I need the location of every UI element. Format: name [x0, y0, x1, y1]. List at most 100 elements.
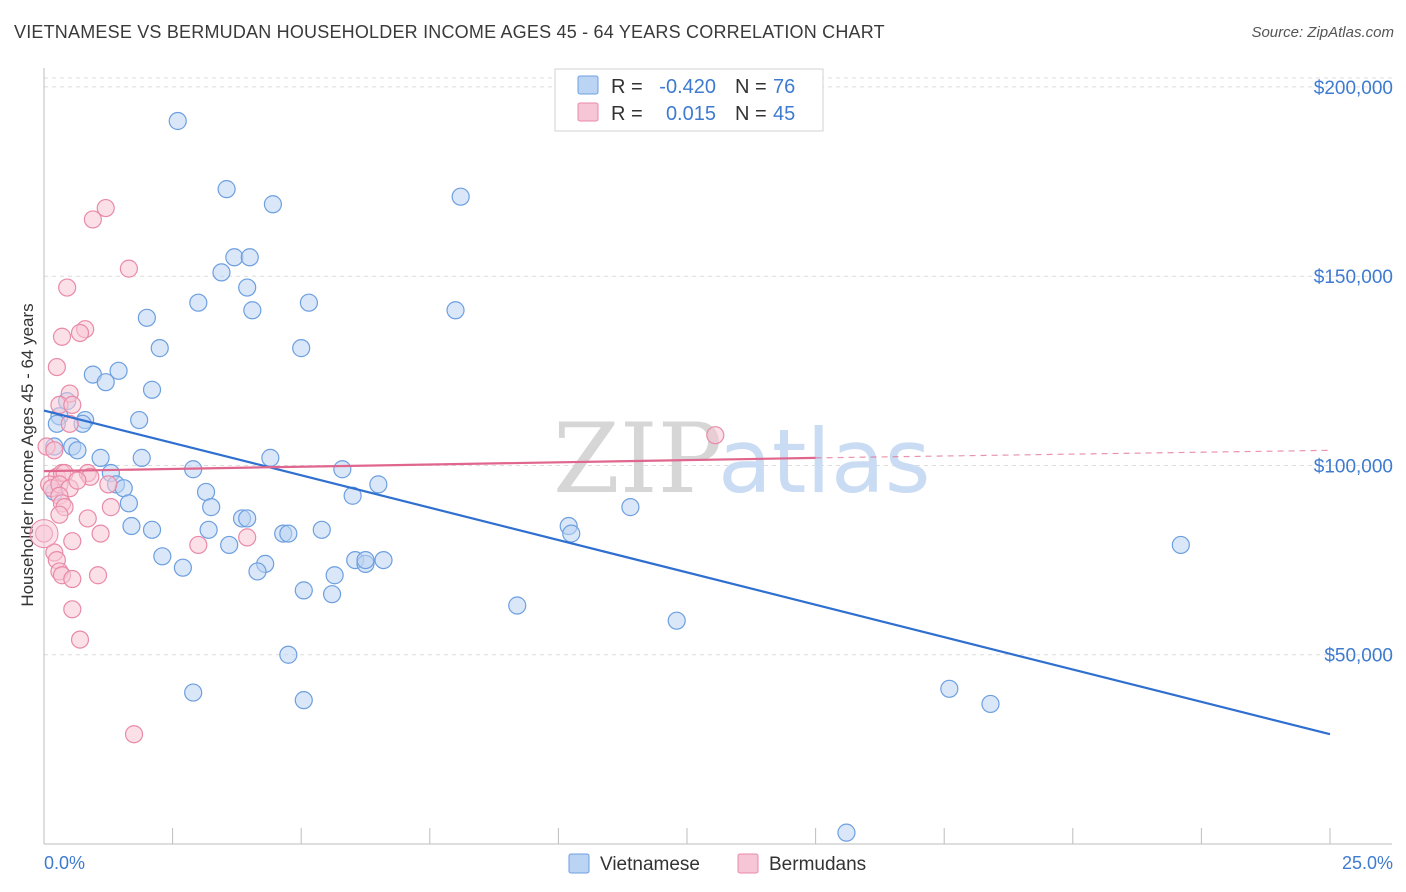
point-vietnamese [96, 373, 115, 392]
point-vietnamese [356, 550, 375, 570]
point-bermudans [70, 323, 90, 343]
point-vietnamese [132, 448, 151, 467]
point-vietnamese [142, 380, 162, 399]
bottom-legend: Vietnamese Bermudans [568, 853, 866, 875]
trend-line-bermudans [43, 456, 816, 473]
point-bermudans [124, 725, 144, 744]
y-axis-label: Householder Income Ages 45 - 64 years [18, 303, 37, 606]
point-bermudans [706, 426, 725, 445]
y-tick-label: $100,000 [1314, 456, 1393, 477]
point-vietnamese [142, 520, 162, 539]
legend-box [554, 68, 824, 132]
point-bermudans [88, 566, 108, 585]
point-vietnamese [369, 475, 388, 494]
point-vietnamese [173, 558, 192, 577]
point-bermudans [68, 471, 87, 490]
series-bermudans-points [29, 198, 725, 744]
legend-r-label-2: R = [611, 103, 643, 125]
trend-line-bermudans-extension [815, 449, 1331, 459]
x-tick-label-start: 0.0% [44, 853, 85, 873]
point-bermudans [63, 569, 82, 589]
point-vietnamese [217, 180, 236, 199]
point-bermudans [96, 198, 115, 218]
point-vietnamese [940, 679, 959, 698]
point-bermudans [47, 357, 66, 377]
legend-n-value-2: 45 [773, 103, 795, 125]
point-bermudans [189, 535, 208, 555]
legend-n-value-1: 76 [773, 76, 795, 98]
trend-lines [43, 409, 1331, 736]
point-vietnamese [981, 694, 1000, 714]
legend-n-label-2: N = [735, 103, 767, 125]
point-bermudans [101, 498, 120, 517]
bottom-legend-vietnamese: Vietnamese [600, 854, 700, 875]
legend-swatch-vietnamese [577, 75, 599, 95]
point-vietnamese [263, 195, 283, 214]
point-bermudans [63, 532, 82, 551]
point-vietnamese [294, 581, 313, 600]
bottom-legend-bermudans: Bermudans [769, 854, 866, 875]
point-vietnamese [508, 596, 527, 615]
point-bermudans [63, 600, 82, 619]
x-tick-label-end: 25.0% [1342, 853, 1393, 873]
point-vietnamese [667, 611, 686, 630]
y-tick-label: $50,000 [1324, 646, 1393, 667]
point-bermudans [29, 519, 59, 549]
point-bermudans [63, 395, 82, 414]
point-bermudans [119, 259, 138, 278]
bottom-legend-swatch-vietnamese [568, 853, 590, 874]
point-vietnamese [374, 550, 393, 570]
source-label: Source: ZipAtlas.com [1251, 24, 1394, 41]
point-vietnamese [451, 187, 470, 206]
point-vietnamese [248, 562, 267, 581]
point-vietnamese [199, 520, 218, 539]
point-bermudans [83, 210, 102, 229]
point-vietnamese [243, 301, 262, 320]
x-tick-labels: 0.0% 25.0% [44, 853, 1393, 873]
axes [43, 68, 1392, 845]
point-vietnamese [91, 448, 110, 467]
point-bermudans [58, 278, 77, 297]
point-vietnamese [240, 248, 259, 267]
point-bermudans [99, 475, 118, 494]
point-vietnamese [292, 339, 311, 358]
legend-r-label-1: R = [611, 76, 643, 98]
point-vietnamese [299, 293, 319, 312]
point-vietnamese [621, 498, 640, 517]
point-bermudans [238, 528, 257, 547]
y-tick-label: $200,000 [1314, 78, 1393, 99]
point-vietnamese [184, 683, 203, 702]
point-vietnamese [196, 482, 216, 502]
trend-line-vietnamese [43, 409, 1331, 736]
point-vietnamese [153, 547, 172, 566]
watermark-atlas: atlas [718, 410, 931, 513]
point-bermudans [78, 509, 97, 528]
point-bermudans [52, 327, 72, 346]
point-vietnamese [238, 278, 257, 297]
point-vietnamese [202, 498, 221, 517]
point-vietnamese [220, 535, 239, 555]
point-vietnamese [130, 410, 149, 430]
point-vietnamese [225, 248, 244, 267]
legend-swatch-bermudans [577, 102, 599, 122]
point-vietnamese [837, 823, 856, 842]
legend-r-value-2: 0.015 [666, 103, 716, 125]
legend: R = -0.420 N = 76 R = 0.015 N = 45 [554, 68, 824, 132]
point-bermudans [91, 524, 110, 543]
y-tick-labels: $50,000 $100,000 $150,000 $200,000 [1314, 78, 1393, 667]
point-vietnamese [212, 263, 231, 282]
point-vietnamese [312, 520, 331, 539]
legend-r-value-1: -0.420 [659, 76, 716, 98]
point-vietnamese [122, 516, 141, 536]
point-vietnamese [137, 308, 156, 327]
point-vietnamese [279, 645, 298, 664]
point-vietnamese [325, 566, 344, 585]
y-tick-label: $150,000 [1314, 267, 1393, 288]
point-vietnamese [109, 361, 128, 380]
point-vietnamese [168, 111, 187, 131]
point-vietnamese [1171, 535, 1190, 555]
point-bermudans [50, 505, 69, 524]
point-vietnamese [446, 301, 465, 320]
point-vietnamese [322, 585, 342, 604]
